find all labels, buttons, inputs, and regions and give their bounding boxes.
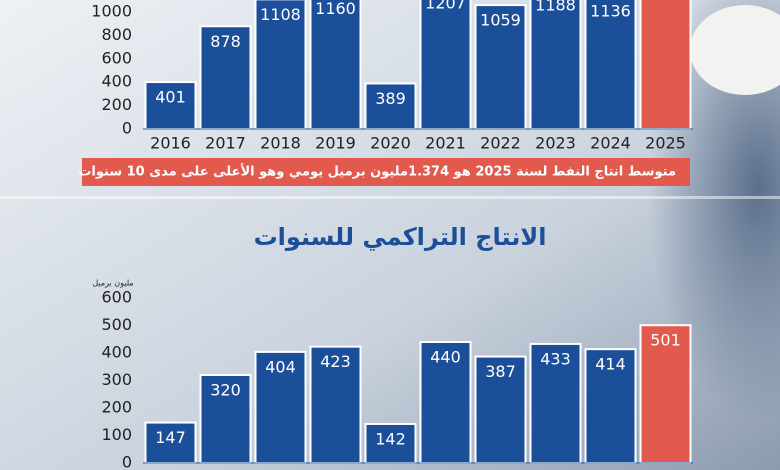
banner-text: متوسط انتاج النفط لسنة 2025 هو 1.374مليو…: [78, 163, 676, 180]
y-tick-label: 0: [122, 453, 132, 470]
value-label: 1136: [590, 2, 631, 21]
value-label: 1108: [260, 5, 301, 24]
bar: [639, 0, 692, 130]
value-label: 1188: [535, 0, 576, 15]
bar: [309, 345, 362, 464]
value-label: 389: [375, 89, 406, 108]
banner: [82, 158, 690, 186]
y-tick-label: 800: [101, 25, 132, 44]
y-tick-label: 400: [101, 343, 132, 362]
bar: [584, 348, 637, 464]
bar: [419, 341, 472, 464]
bar: [584, 0, 637, 131]
value-label: 401: [155, 88, 186, 107]
y-axis-label: مليون برميل: [92, 279, 133, 288]
value-label: 404: [265, 357, 296, 376]
value-label: 1059: [480, 11, 521, 30]
helmet: [690, 5, 780, 95]
value-label: 878: [210, 32, 241, 51]
bar: [364, 422, 417, 465]
y-tick-label: 400: [101, 72, 132, 91]
bar: [364, 82, 417, 130]
bar: [474, 355, 527, 465]
bar: [199, 374, 252, 464]
x-tick-label: 2022: [480, 134, 521, 153]
value-label: 414: [595, 355, 626, 374]
value-label: 147: [155, 428, 186, 447]
x-tick-label: 2017: [205, 134, 246, 153]
x-tick-label: 2020: [370, 134, 411, 153]
value-label: 1160: [315, 0, 356, 18]
bar: [144, 421, 197, 465]
value-label: 387: [485, 362, 516, 381]
y-tick-label: 600: [101, 288, 132, 307]
bar: [309, 0, 362, 131]
y-tick-label: 200: [101, 398, 132, 417]
y-tick-label: 1000: [91, 2, 132, 21]
x-tick-label: 2021: [425, 134, 466, 153]
x-tick-label: 2019: [315, 134, 356, 153]
x-tick-label: 2023: [535, 134, 576, 153]
y-tick-label: 500: [101, 315, 132, 334]
value-label: 1207: [425, 0, 466, 12]
bar: [529, 0, 582, 131]
bar: [199, 25, 252, 130]
bar: [254, 350, 307, 464]
x-tick-label: 2025: [645, 134, 686, 153]
y-tick-label: 600: [101, 48, 132, 67]
chart-title: الانتاج التراكمي للسنوات: [254, 223, 547, 251]
value-label: 423: [320, 352, 351, 371]
bar: [474, 4, 527, 130]
y-tick-label: 200: [101, 95, 132, 114]
bar: [144, 81, 197, 130]
value-label: 142: [375, 429, 406, 448]
y-tick-label: 0: [122, 119, 132, 138]
x-tick-label: 2024: [590, 134, 631, 153]
value-label: 320: [210, 381, 241, 400]
x-tick-label: 2018: [260, 134, 301, 153]
value-label: 433: [540, 349, 571, 368]
bar: [419, 0, 472, 130]
value-label: 501: [650, 331, 681, 350]
y-tick-label: 300: [101, 370, 132, 389]
divider: [0, 196, 780, 199]
bar: [529, 342, 582, 464]
y-tick-label: 100: [101, 425, 132, 444]
value-label: 440: [430, 348, 461, 367]
bar: [639, 324, 692, 464]
x-tick-label: 2016: [150, 134, 191, 153]
